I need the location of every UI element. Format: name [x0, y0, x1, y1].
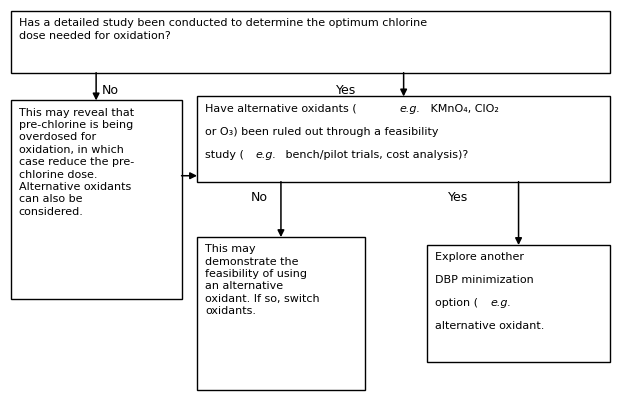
Text: Yes: Yes: [448, 191, 468, 204]
FancyBboxPatch shape: [197, 97, 610, 182]
FancyBboxPatch shape: [11, 101, 182, 298]
Text: or O₃) been ruled out through a feasibility: or O₃) been ruled out through a feasibil…: [205, 126, 439, 136]
Text: option (: option (: [435, 298, 478, 308]
Text: Have alternative oxidants (: Have alternative oxidants (: [205, 104, 357, 114]
Text: No: No: [102, 84, 119, 97]
Text: This may reveal that
pre-chlorine is being
overdosed for
oxidation, in which
cas: This may reveal that pre-chlorine is bei…: [19, 108, 134, 217]
FancyBboxPatch shape: [427, 245, 610, 362]
Text: Yes: Yes: [336, 84, 356, 97]
Text: Explore another: Explore another: [435, 252, 524, 262]
FancyBboxPatch shape: [197, 237, 365, 390]
Text: e.g.: e.g.: [490, 298, 511, 308]
Text: KMnO₄, ClO₂: KMnO₄, ClO₂: [427, 104, 499, 114]
Text: study (: study (: [205, 150, 244, 160]
Text: Has a detailed study been conducted to determine the optimum chlorine
dose neede: Has a detailed study been conducted to d…: [19, 18, 427, 41]
Text: alternative oxidant.: alternative oxidant.: [435, 321, 544, 331]
Text: e.g.: e.g.: [255, 150, 276, 160]
FancyBboxPatch shape: [11, 11, 610, 73]
Text: DBP minimization: DBP minimization: [435, 275, 534, 285]
Text: This may
demonstrate the
feasibility of using
an alternative
oxidant. If so, swi: This may demonstrate the feasibility of …: [205, 244, 319, 316]
Text: e.g.: e.g.: [400, 104, 421, 114]
Text: No: No: [251, 191, 268, 204]
Text: bench/pilot trials, cost analysis)?: bench/pilot trials, cost analysis)?: [282, 150, 469, 160]
